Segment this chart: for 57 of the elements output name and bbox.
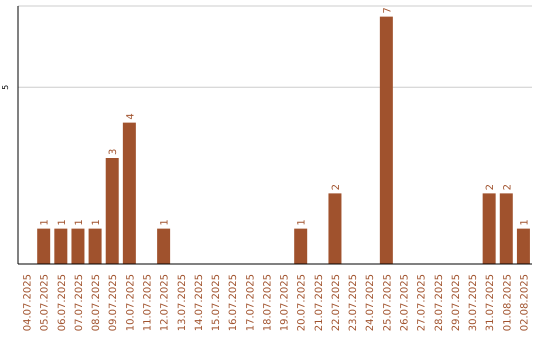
bar [88,228,102,264]
x-tick-label: 27.07.2025 [416,274,428,332]
x-tick-label: 02.08.2025 [519,274,530,332]
x-tick-label: 10.07.2025 [125,274,136,332]
x-tick-label: 19.07.2025 [280,274,291,332]
data-label: 1 [296,219,308,226]
x-tick-label: 18.07.2025 [262,274,274,332]
data-label: 7 [382,7,394,14]
bar [106,158,119,264]
x-tick-label: 28.07.2025 [434,274,445,332]
bar [380,16,393,264]
x-tick-label: 15.07.2025 [211,274,222,332]
x-tick-label: 14.07.2025 [194,274,205,332]
x-tick-label: 11.07.2025 [142,274,154,332]
x-tick-label: 24.07.2025 [365,274,376,332]
x-tick-label: 26.07.2025 [400,274,410,332]
data-label: 1 [519,219,530,226]
bar [294,228,308,264]
x-tick-label: 01.08.2025 [502,274,514,332]
x-tick-label: 31.07.2025 [485,274,496,332]
x-tick-label: 04.07.2025 [22,274,34,332]
data-label: 1 [91,219,102,226]
x-tick-label: 09.07.2025 [108,274,120,332]
x-tick-label: 06.07.2025 [56,274,68,332]
x-tick-label: 22.07.2025 [330,274,342,332]
data-label: 2 [330,184,342,190]
x-tick-label: 23.07.2025 [348,274,360,332]
data-label: 1 [40,219,51,226]
x-tick-label: 13.07.2025 [176,274,188,332]
x-tick-label: 29.07.2025 [450,274,462,332]
data-label: 3 [108,148,120,155]
bar [71,228,84,264]
x-tick-label: 17.07.2025 [245,274,256,332]
bar [122,122,136,264]
bar [157,228,170,264]
bar [500,193,513,264]
x-tick-label: 30.07.2025 [468,274,480,332]
x-tick-label: 25.07.2025 [382,274,394,332]
x-tick-label: 08.07.2025 [91,274,102,332]
x-tick-label: 16.07.2025 [228,274,240,332]
data-label: 2 [485,184,496,190]
bar [482,193,496,264]
bar [328,193,342,264]
data-label: 2 [502,184,514,190]
data-label: 1 [56,219,68,226]
data-label: 1 [160,219,171,226]
bar [54,228,68,264]
x-tick-label: 07.07.2025 [74,274,85,332]
bar [37,228,50,264]
data-label: 4 [125,113,136,120]
bar [516,228,530,264]
x-tick-label: 12.07.2025 [160,274,171,332]
data-label: 1 [74,219,85,226]
y-tick-label: 5 [1,84,10,90]
x-tick-label: 20.07.2025 [296,274,308,332]
x-tick-label: 05.07.2025 [40,274,51,332]
x-tick-label: 21.07.2025 [314,274,325,332]
